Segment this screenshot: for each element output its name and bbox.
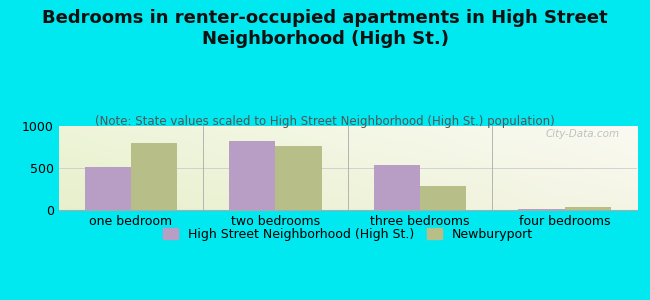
Text: Bedrooms in renter-occupied apartments in High Street
Neighborhood (High St.): Bedrooms in renter-occupied apartments i… [42,9,608,48]
Text: City-Data.com: City-Data.com [545,128,619,139]
Legend: High Street Neighborhood (High St.), Newburyport: High Street Neighborhood (High St.), New… [157,222,539,248]
Text: (Note: State values scaled to High Street Neighborhood (High St.) population): (Note: State values scaled to High Stree… [95,116,555,128]
Bar [519,209,565,210]
Bar [420,186,466,210]
Bar [131,143,177,210]
Bar [84,167,131,210]
Bar [229,141,276,210]
Bar [565,207,611,210]
Bar [276,146,322,210]
Bar [374,165,420,210]
